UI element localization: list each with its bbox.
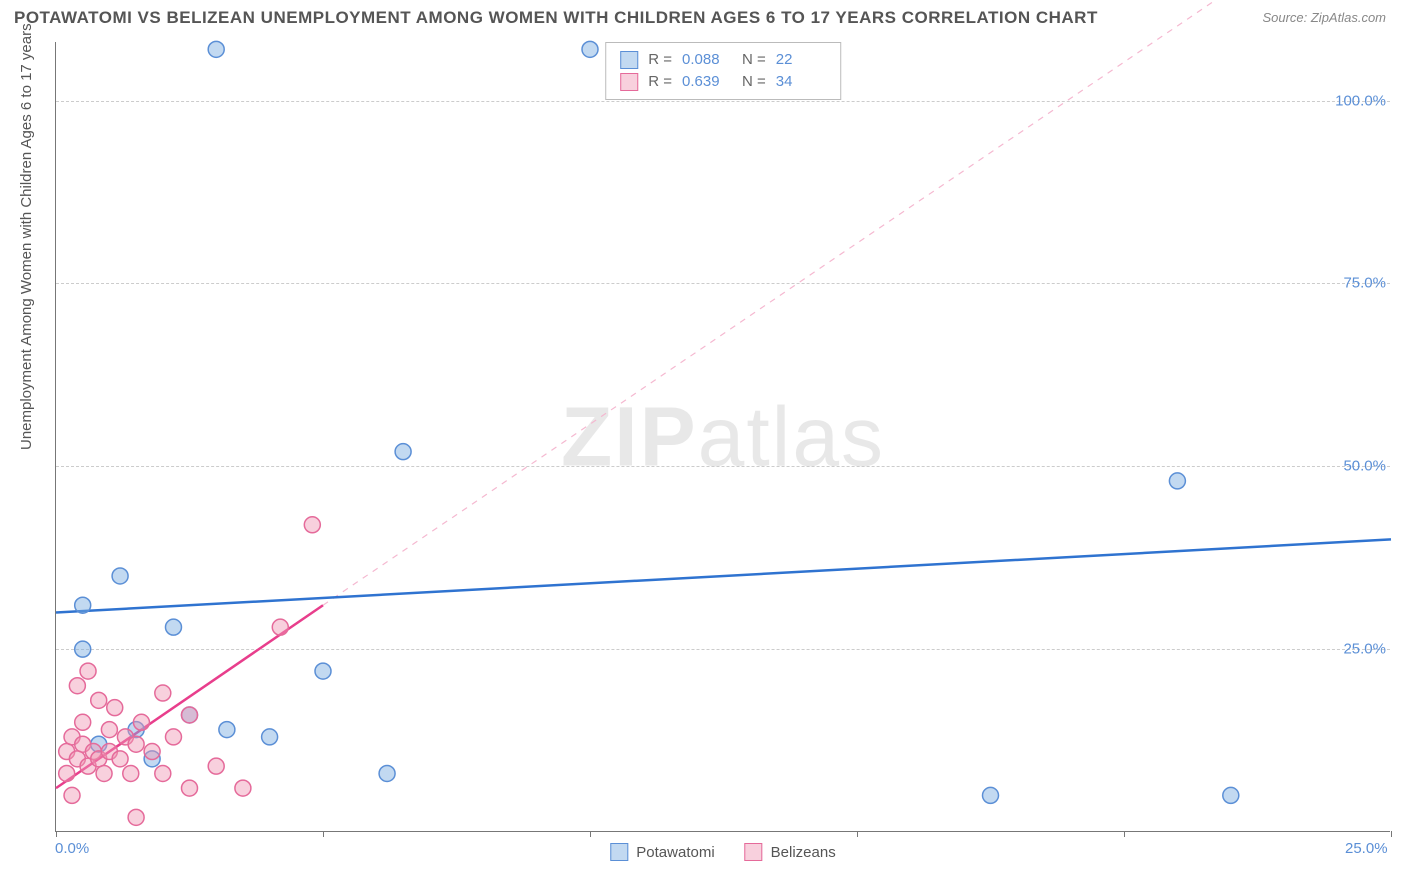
data-point: [64, 787, 80, 803]
data-point: [59, 765, 75, 781]
data-point: [165, 619, 181, 635]
legend-r-value: 0.088: [682, 49, 732, 71]
data-point: [235, 780, 251, 796]
x-tick: [323, 831, 324, 837]
data-point: [395, 444, 411, 460]
y-axis-label: Unemployment Among Women with Children A…: [18, 23, 35, 450]
correlation-legend: R = 0.088 N = 22 R = 0.639 N = 34: [605, 42, 841, 100]
x-tick-label: 0.0%: [55, 840, 89, 857]
data-point: [304, 517, 320, 533]
data-point: [208, 41, 224, 57]
data-point: [123, 765, 139, 781]
data-point: [165, 729, 181, 745]
data-point: [96, 765, 112, 781]
series-legend-label: Belizeans: [771, 844, 836, 861]
data-point: [582, 41, 598, 57]
legend-swatch: [620, 51, 638, 69]
x-tick: [1124, 831, 1125, 837]
data-point: [112, 751, 128, 767]
legend-n-value: 22: [776, 49, 826, 71]
legend-swatch: [745, 843, 763, 861]
trend-extension: [323, 0, 1391, 605]
data-point: [315, 663, 331, 679]
legend-swatch: [610, 843, 628, 861]
data-point: [75, 641, 91, 657]
x-tick: [1391, 831, 1392, 837]
data-point: [133, 714, 149, 730]
data-point: [101, 722, 117, 738]
legend-r-label: R =: [648, 71, 672, 93]
data-point: [272, 619, 288, 635]
legend-n-value: 34: [776, 71, 826, 93]
data-point: [75, 714, 91, 730]
data-point: [262, 729, 278, 745]
data-point: [208, 758, 224, 774]
x-tick: [56, 831, 57, 837]
data-point: [983, 787, 999, 803]
data-point: [69, 678, 85, 694]
series-legend-item: Belizeans: [745, 843, 836, 861]
data-point: [91, 692, 107, 708]
x-tick: [590, 831, 591, 837]
legend-swatch: [620, 73, 638, 91]
x-tick-label: 25.0%: [1345, 840, 1388, 857]
legend-r-value: 0.639: [682, 71, 732, 93]
legend-row: R = 0.639 N = 34: [620, 71, 826, 93]
data-point: [128, 809, 144, 825]
source-attribution: Source: ZipAtlas.com: [1262, 10, 1386, 25]
scatter-svg: [56, 42, 1390, 831]
trend-line: [56, 539, 1391, 612]
data-point: [219, 722, 235, 738]
data-point: [144, 744, 160, 760]
data-point: [75, 597, 91, 613]
data-point: [1169, 473, 1185, 489]
data-point: [1223, 787, 1239, 803]
chart-title: POTAWATOMI VS BELIZEAN UNEMPLOYMENT AMON…: [14, 8, 1098, 28]
plot-area: ZIPatlas 25.0%50.0%75.0%100.0% R =0.088N…: [55, 42, 1390, 832]
data-point: [182, 707, 198, 723]
legend-r-label: R =: [648, 49, 672, 71]
data-point: [182, 780, 198, 796]
data-point: [80, 663, 96, 679]
legend-n-label: N =: [742, 49, 766, 71]
legend-n-label: N =: [742, 71, 766, 93]
x-tick: [857, 831, 858, 837]
data-point: [155, 685, 171, 701]
data-point: [107, 700, 123, 716]
data-point: [379, 765, 395, 781]
data-point: [112, 568, 128, 584]
data-point: [128, 736, 144, 752]
data-point: [155, 765, 171, 781]
series-legend-label: Potawatomi: [636, 844, 714, 861]
series-legend: Potawatomi Belizeans: [610, 843, 835, 861]
series-legend-item: Potawatomi: [610, 843, 714, 861]
legend-row: R = 0.088 N = 22: [620, 49, 826, 71]
